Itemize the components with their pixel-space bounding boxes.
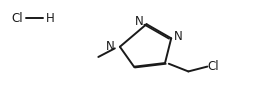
Text: N: N	[135, 15, 143, 28]
Text: N: N	[173, 30, 182, 43]
Text: Cl: Cl	[11, 12, 23, 25]
Text: Cl: Cl	[206, 60, 218, 73]
Text: N: N	[105, 40, 114, 53]
Text: H: H	[46, 12, 54, 25]
